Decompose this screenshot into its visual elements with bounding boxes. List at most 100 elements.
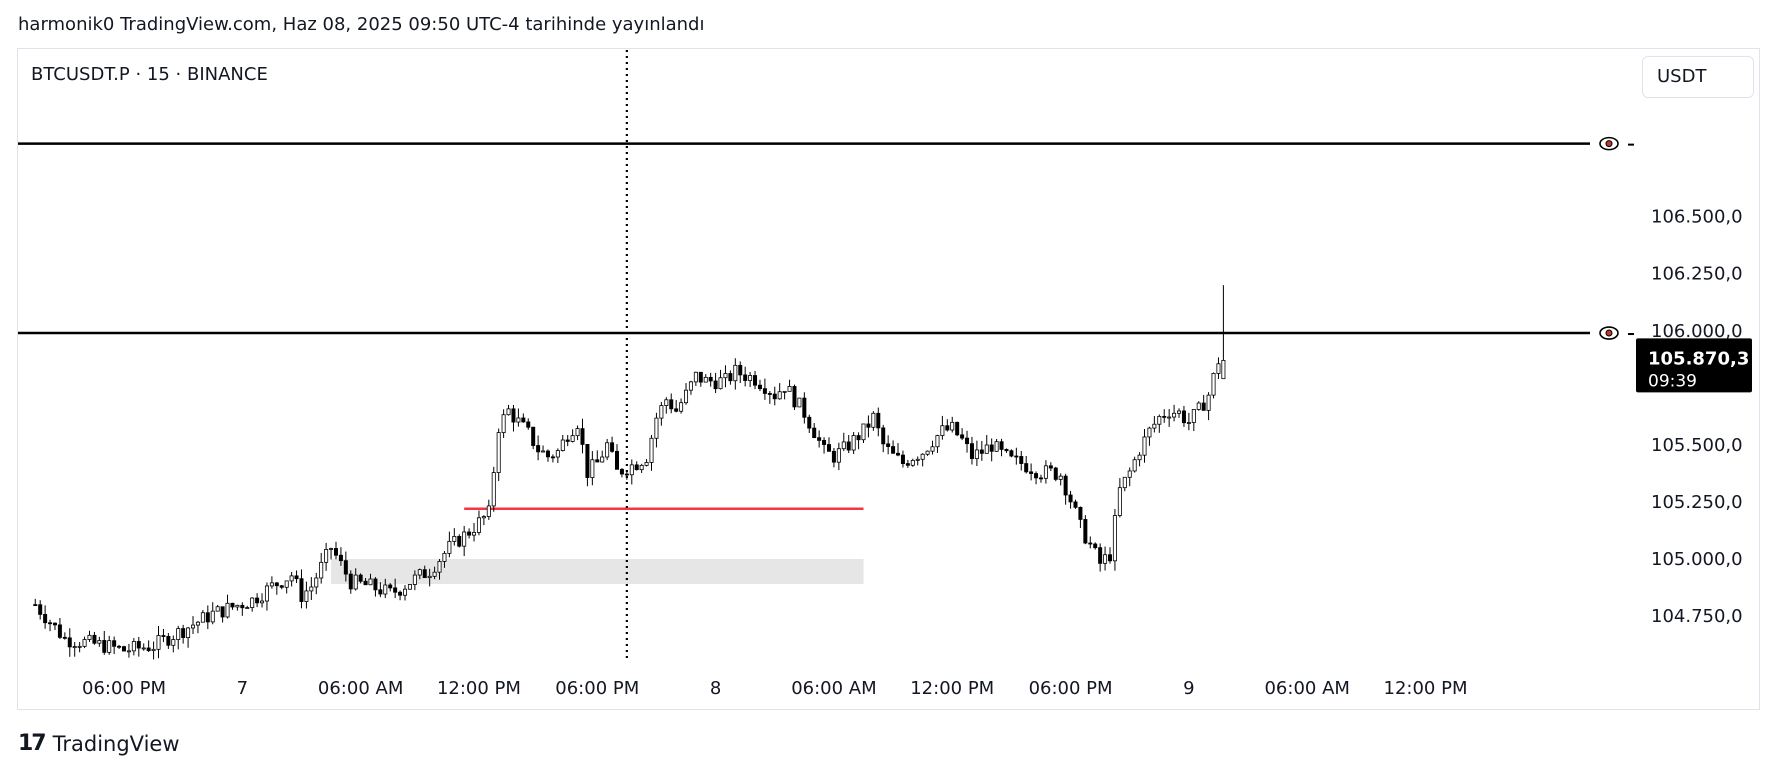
candle-down: [610, 442, 615, 452]
candle-up: [186, 627, 191, 638]
candle-down: [531, 426, 536, 446]
candle-up: [516, 417, 521, 423]
candle-up: [560, 439, 565, 451]
candle-down: [698, 371, 703, 383]
candle-up: [935, 435, 940, 448]
candle-up: [427, 575, 432, 579]
candle-down: [1083, 519, 1088, 544]
candle-down: [1162, 416, 1167, 418]
candle-down: [393, 587, 398, 593]
x-tick-label: 9: [1183, 678, 1194, 699]
candle-down: [846, 441, 851, 451]
candle-down: [112, 640, 117, 647]
candle-up: [974, 449, 979, 459]
candle-down: [294, 575, 299, 580]
candle-up: [215, 606, 220, 612]
candle-up: [1221, 360, 1226, 380]
candle-up: [210, 610, 215, 623]
candle-up: [403, 588, 408, 596]
candle-down: [767, 393, 772, 395]
candle-down: [738, 364, 743, 376]
candle-down: [1048, 465, 1053, 469]
candle-down: [1053, 467, 1058, 480]
candle-down: [57, 624, 62, 638]
candle-down: [876, 412, 881, 429]
candle-up: [225, 602, 230, 618]
candle-up: [171, 639, 176, 646]
candle-up: [1152, 423, 1157, 429]
candle-down: [457, 536, 462, 547]
candle-up: [314, 577, 319, 588]
candle-up: [368, 578, 373, 586]
candle-up: [639, 464, 644, 471]
tradingview-logo[interactable]: 17 TradingView: [18, 731, 180, 756]
candle-down: [536, 445, 541, 453]
price-badge-countdown: 09:39: [1648, 371, 1697, 391]
candle-down: [122, 646, 127, 652]
candle-up: [1112, 515, 1117, 562]
candle-down: [1024, 463, 1029, 473]
candle-up: [1196, 402, 1201, 410]
candle-down: [1201, 402, 1206, 411]
candle-up: [1132, 459, 1137, 472]
candle-down: [1019, 456, 1024, 464]
candle-up: [718, 377, 723, 390]
candle-down: [866, 423, 871, 428]
candle-down: [67, 637, 72, 648]
candle-up: [151, 648, 156, 652]
candle-down: [619, 468, 624, 475]
price-badge-value: 105.870,3: [1648, 348, 1749, 369]
candle-up: [472, 532, 477, 536]
candle-down: [965, 437, 970, 445]
candle-down: [969, 443, 974, 459]
candle-up: [496, 432, 501, 473]
candle-up: [910, 459, 915, 466]
candle-up: [200, 612, 205, 623]
currency-button[interactable]: USDT: [1642, 56, 1754, 98]
eye-icon[interactable]: [1599, 136, 1619, 151]
candle-up: [925, 450, 930, 455]
candle-up: [452, 536, 457, 542]
tradingview-mark-icon: 17: [18, 731, 47, 756]
y-tick-label: 105.500,0: [1651, 435, 1743, 456]
candle-down: [521, 417, 526, 423]
candle-up: [353, 574, 358, 590]
candle-down: [615, 450, 620, 470]
candle-down: [1014, 455, 1019, 458]
publish-info: harmonik0 TradingView.com, Haz 08, 2025 …: [18, 14, 705, 35]
candle-up: [269, 582, 274, 587]
candle-down: [205, 612, 210, 623]
candle-down: [62, 636, 67, 639]
candle-up: [1043, 465, 1048, 479]
candle-down: [146, 647, 151, 652]
demand-zone: [331, 558, 864, 585]
candle-down: [1078, 506, 1083, 520]
candle-up: [97, 640, 102, 644]
candle-down: [595, 459, 600, 463]
candle-up: [156, 635, 161, 650]
candle-up: [432, 571, 437, 577]
candle-down: [896, 452, 901, 456]
candle-up: [1167, 416, 1172, 419]
candle-up: [476, 517, 481, 533]
candle-up: [541, 450, 546, 453]
eye-icon[interactable]: [1599, 326, 1619, 340]
candle-up: [1137, 454, 1142, 461]
candle-up: [195, 621, 200, 626]
y-tick-label: 105.000,0: [1651, 549, 1743, 570]
candle-down: [585, 444, 590, 478]
candle-down: [743, 374, 748, 381]
candle-up: [555, 450, 560, 458]
candle-up: [1211, 373, 1216, 396]
candle-down: [826, 444, 831, 452]
candle-down: [1009, 450, 1014, 457]
candle-down: [38, 604, 43, 615]
candle-up: [1157, 416, 1162, 425]
candle-up: [304, 590, 309, 602]
candle-up: [920, 453, 925, 460]
candle-up: [319, 561, 324, 579]
candle-up: [77, 645, 82, 648]
symbol-label[interactable]: BTCUSDT.P · 15 · BINANCE: [31, 64, 268, 85]
x-tick-label: 06:00 AM: [1264, 678, 1349, 699]
